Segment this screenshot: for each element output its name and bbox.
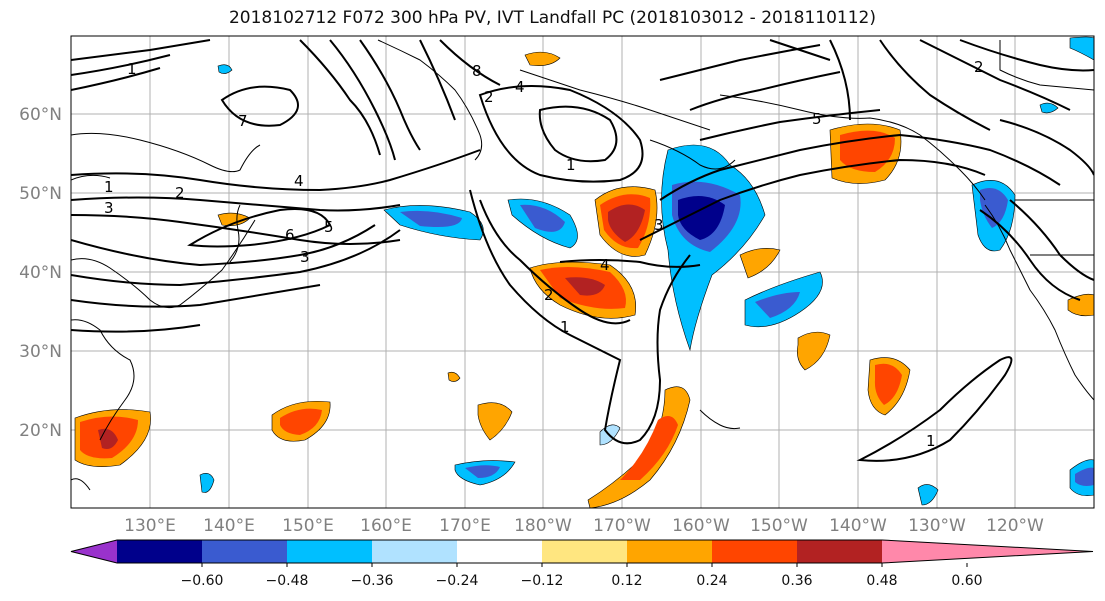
- lat-label: 60°N: [19, 105, 62, 125]
- contour-label: 4: [294, 172, 304, 190]
- contour-label: 1: [566, 156, 576, 174]
- colorbar-segment: [372, 540, 457, 563]
- contour-label: 2: [175, 184, 185, 202]
- lon-label: 160°W: [672, 516, 730, 536]
- contour-label: 5: [324, 218, 334, 236]
- contour-label: 1: [127, 60, 137, 78]
- map-frame: [70, 35, 1095, 509]
- colorbar-outline: [70, 539, 1094, 564]
- colorbar: −0.60 −0.48 −0.36 −0.24 −0.12 0.12 0.24 0.36 0.4…: [70, 539, 1094, 589]
- colorbar-tick-label: −0.24: [436, 573, 479, 589]
- colorbar-tick-label: 0.24: [696, 573, 727, 589]
- colorbar-segments: [70, 539, 1094, 564]
- contour-label: 2: [484, 88, 494, 106]
- contour-label: 1: [560, 318, 570, 336]
- colorbar-segment: [457, 540, 542, 563]
- lat-label: 20°N: [19, 421, 62, 441]
- colorbar-tick-label: 0.12: [611, 573, 642, 589]
- colorbar-tick-label: −0.36: [351, 573, 394, 589]
- map-title: 2018102712 F072 300 hPa PV, IVT Landfall…: [228, 8, 876, 28]
- lat-label: 50°N: [19, 184, 62, 204]
- contour-label: 4: [515, 78, 525, 96]
- lon-label: 140°E: [203, 516, 255, 536]
- lon-label: 140°W: [829, 516, 887, 536]
- colorbar-ticks: −0.60 −0.48 −0.36 −0.24 −0.12 0.12 0.24 0.36 0.4…: [181, 563, 983, 589]
- colorbar-extend-low: [71, 540, 117, 563]
- pv-contours: [71, 39, 1094, 462]
- colorbar-tick-label: 0.48: [866, 573, 897, 589]
- colorbar-segment: [712, 540, 797, 563]
- lat-label: 30°N: [19, 342, 62, 362]
- colorbar-tick-label: −0.12: [521, 573, 564, 589]
- lon-label: 120°W: [986, 516, 1044, 536]
- colorbar-segment: [117, 540, 202, 563]
- lon-label: 160°E: [360, 516, 412, 536]
- colorbar-tick-label: −0.60: [181, 573, 224, 589]
- lon-label: 130°W: [908, 516, 966, 536]
- contour-label: 5: [812, 110, 822, 128]
- lon-label: 180°W: [514, 516, 572, 536]
- lon-label: 170°E: [439, 516, 491, 536]
- colorbar-segment: [797, 540, 882, 563]
- contour-labels: 1 2 3 4 5 6 7 8 1 2 3 4 5 3 1 2 4 1 2 1: [104, 58, 984, 450]
- lon-label: 150°E: [282, 516, 334, 536]
- contour-label: 3: [104, 199, 114, 217]
- colorbar-tick-label: 0.36: [781, 573, 812, 589]
- contour-label: 1: [926, 432, 936, 450]
- contour-label: 3: [300, 248, 310, 266]
- latitude-labels: 60°N 50°N 40°N 30°N 20°N: [19, 105, 62, 441]
- contour-label: 1: [104, 178, 114, 196]
- colorbar-segment: [202, 540, 287, 563]
- contour-label: 4: [600, 256, 610, 274]
- contour-label: 3: [654, 216, 664, 234]
- map-panel: 1 2 3 4 5 6 7 8 1 2 3 4 5 3 1 2 4 1 2 1: [70, 35, 1095, 509]
- colorbar-tick-label: −0.48: [266, 573, 309, 589]
- colorbar-segment: [287, 540, 372, 563]
- contour-label: 8: [472, 62, 482, 80]
- longitude-labels: 130°E 140°E 150°E 160°E 170°E 180°W 170°…: [124, 516, 1044, 536]
- contour-label: 2: [974, 58, 984, 76]
- contour-label: 2: [544, 286, 554, 304]
- colorbar-extend-high: [882, 540, 1093, 563]
- lon-label: 170°W: [593, 516, 651, 536]
- lon-label: 150°W: [750, 516, 808, 536]
- colorbar-tick-label: 0.60: [951, 573, 982, 589]
- colorbar-segment: [627, 540, 712, 563]
- contour-label: 6: [285, 226, 295, 244]
- lon-label: 130°E: [124, 516, 176, 536]
- lat-label: 40°N: [19, 263, 62, 283]
- ivt-anomaly-shading: [74, 36, 1094, 508]
- contour-label: 7: [238, 112, 248, 130]
- colorbar-segment: [542, 540, 627, 563]
